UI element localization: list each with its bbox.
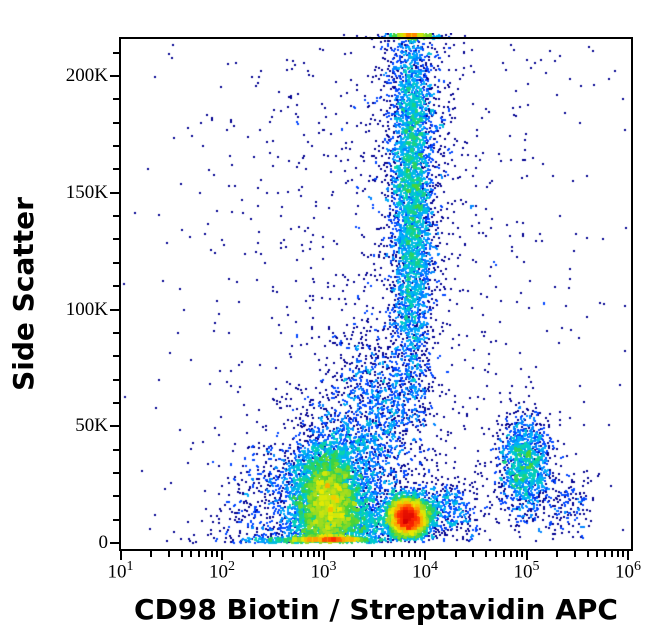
x-minor-tick	[317, 551, 320, 557]
x-minor-tick	[408, 551, 411, 557]
x-minor-tick	[211, 551, 214, 557]
y-minor-tick	[113, 331, 119, 334]
x-tick-label: 102	[209, 559, 235, 583]
x-minor-tick	[291, 551, 294, 557]
x-minor-tick	[216, 551, 219, 557]
x-minor-tick	[520, 551, 523, 557]
x-minor-tick	[167, 551, 170, 557]
x-minor-tick	[485, 551, 488, 557]
x-minor-tick	[383, 551, 386, 557]
x-minor-tick	[190, 551, 193, 557]
x-tick-label: 105	[513, 559, 540, 583]
x-minor-tick	[502, 551, 505, 557]
x-minor-tick	[472, 551, 475, 557]
y-tick-label: 0	[98, 532, 109, 553]
x-minor-tick	[604, 551, 607, 557]
x-minor-tick	[617, 551, 620, 557]
y-minor-tick	[113, 121, 119, 124]
y-tick-label: 150K	[65, 181, 108, 203]
y-minor-tick	[113, 495, 119, 498]
y-minor-tick	[113, 238, 119, 241]
x-minor-tick	[494, 551, 497, 557]
y-major-tick	[110, 75, 119, 77]
x-minor-tick	[401, 551, 404, 557]
y-minor-tick	[113, 448, 119, 451]
x-minor-tick	[586, 551, 589, 557]
y-tick-label: 50K	[75, 415, 108, 437]
x-minor-tick	[205, 551, 208, 557]
x-minor-tick	[573, 551, 576, 557]
x-minor-tick	[515, 551, 518, 557]
x-major-tick	[322, 551, 325, 560]
x-minor-tick	[393, 551, 396, 557]
x-major-tick	[119, 551, 122, 560]
x-major-tick	[525, 551, 528, 560]
y-minor-tick	[113, 285, 119, 288]
y-minor-tick	[113, 471, 119, 474]
x-major-tick	[627, 551, 629, 560]
x-minor-tick	[419, 551, 422, 557]
x-minor-tick	[454, 551, 457, 557]
x-minor-tick	[150, 551, 153, 557]
y-axis-title: Side Scatter	[7, 197, 40, 391]
y-minor-tick	[113, 401, 119, 404]
x-minor-tick	[299, 551, 302, 557]
x-minor-tick	[312, 551, 315, 557]
x-major-tick	[221, 551, 223, 560]
x-minor-tick	[556, 551, 559, 557]
y-minor-tick	[113, 215, 119, 218]
x-minor-tick	[306, 551, 309, 557]
y-major-tick	[110, 425, 119, 428]
x-minor-tick	[622, 551, 625, 557]
y-major-tick	[110, 191, 119, 194]
x-minor-tick	[509, 551, 512, 557]
x-tick-label: 103	[310, 559, 337, 583]
y-minor-tick	[113, 98, 119, 101]
y-minor-tick	[113, 378, 119, 381]
x-minor-tick	[414, 551, 417, 557]
y-minor-tick	[113, 168, 119, 171]
scatter-density-canvas	[121, 33, 632, 548]
y-minor-tick	[113, 355, 119, 358]
plot-frame	[119, 37, 633, 551]
x-tick-label: 101	[107, 559, 134, 583]
x-minor-tick	[611, 551, 614, 557]
y-tick-label: 200K	[65, 65, 108, 86]
y-minor-tick	[113, 261, 119, 264]
y-minor-tick	[113, 51, 119, 54]
x-minor-tick	[282, 551, 285, 557]
y-minor-tick	[113, 518, 119, 521]
x-axis-title: CD98 Biotin / Streptavidin APC	[134, 593, 618, 626]
y-tick-label: 100K	[65, 298, 108, 320]
y-minor-tick	[113, 145, 119, 148]
x-major-tick	[424, 551, 426, 560]
x-minor-tick	[353, 551, 356, 557]
y-major-tick	[110, 308, 119, 311]
x-minor-tick	[370, 551, 373, 557]
x-minor-tick	[180, 551, 183, 557]
x-minor-tick	[269, 551, 272, 557]
x-minor-tick	[596, 551, 599, 557]
x-minor-tick	[198, 551, 201, 557]
x-tick-label: 104	[412, 559, 438, 583]
y-major-tick	[110, 542, 119, 544]
x-minor-tick	[251, 551, 254, 557]
x-tick-label: 106	[615, 559, 641, 583]
